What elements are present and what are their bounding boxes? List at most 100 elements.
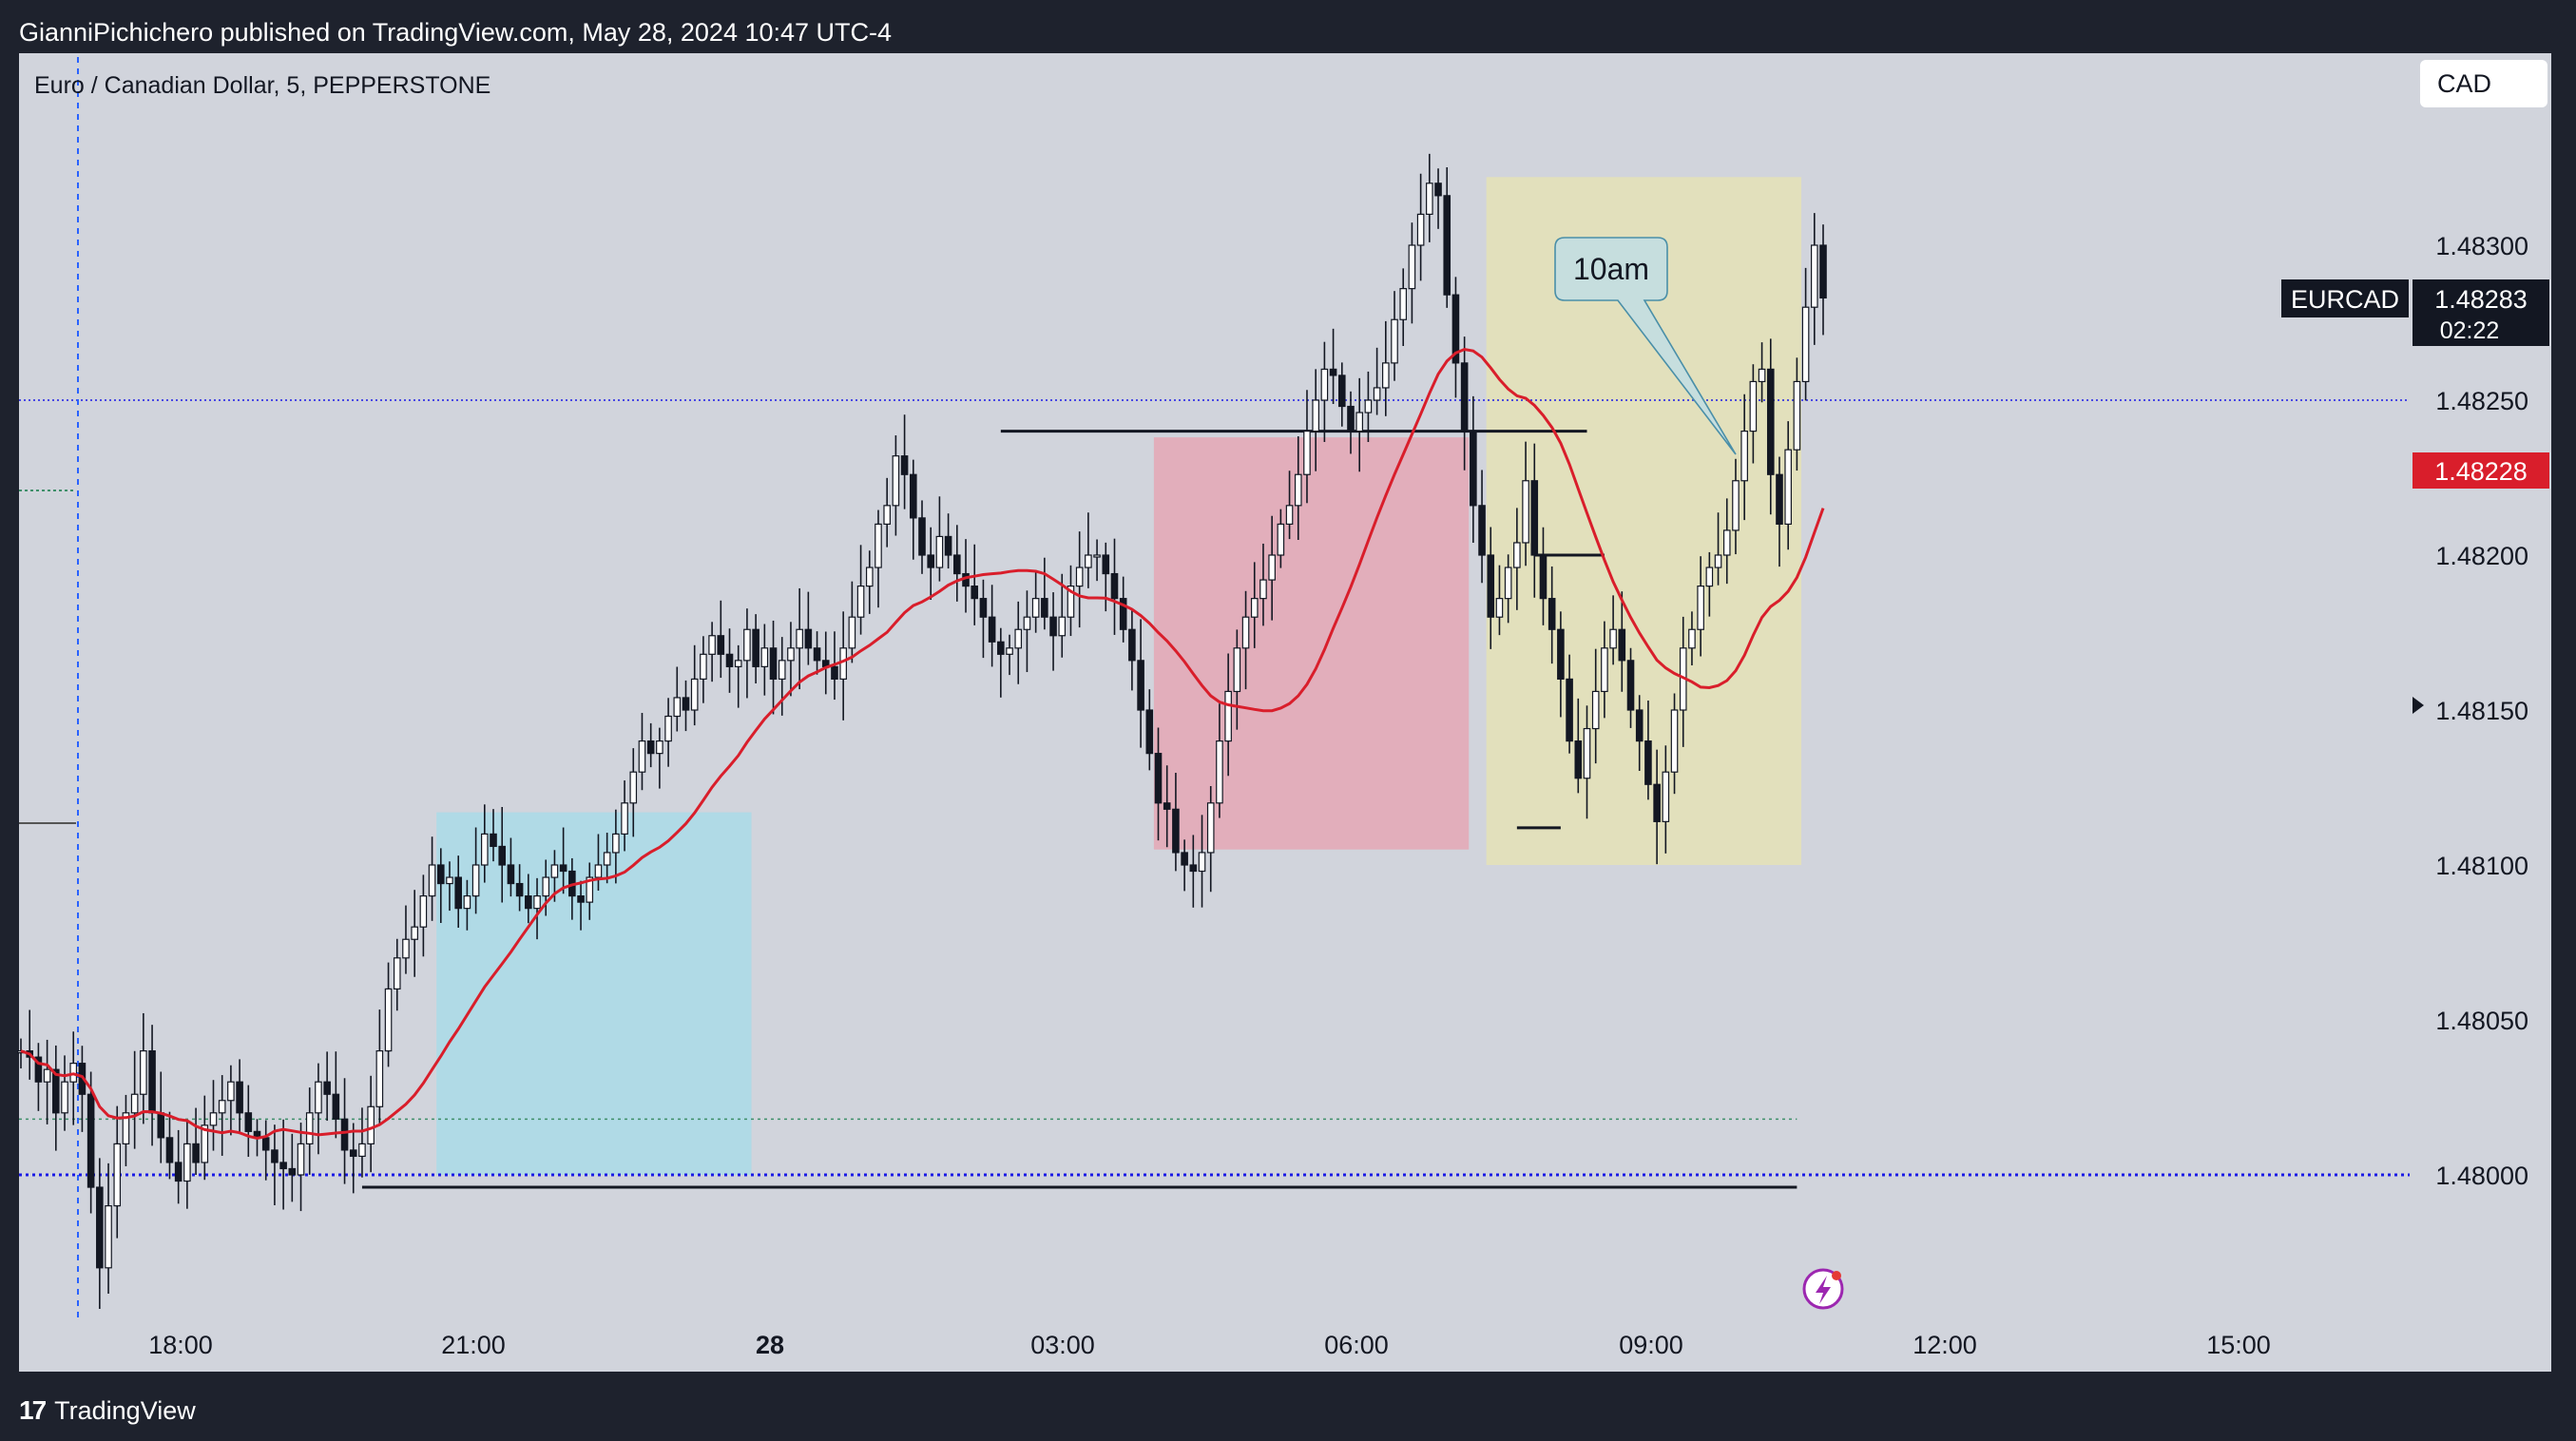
candle-body: [1006, 647, 1013, 655]
y-tick-label: 1.48050: [2435, 1007, 2528, 1035]
candle-body: [1198, 852, 1206, 873]
candle-body: [148, 1049, 156, 1114]
candle-body: [804, 628, 813, 649]
candle-body: [848, 616, 856, 649]
candle-body: [1049, 616, 1057, 637]
candle-body: [839, 647, 847, 680]
notification-dot-icon: [1832, 1271, 1841, 1280]
y-tick-label: 1.48300: [2435, 232, 2528, 260]
candle-body: [96, 1186, 104, 1269]
axis-marker-icon: [2413, 697, 2424, 714]
candle-body: [411, 926, 418, 940]
x-tick-label: 28: [756, 1331, 784, 1359]
candle-body: [1031, 598, 1040, 618]
candle-body: [1355, 412, 1363, 432]
candle-body: [586, 876, 594, 903]
candle-body: [1163, 802, 1171, 810]
candle-body: [865, 567, 874, 587]
candle-body: [1784, 449, 1792, 526]
candle-body: [1478, 505, 1486, 556]
candle-body: [1337, 375, 1346, 408]
candle-body: [1285, 505, 1294, 526]
currency-button[interactable]: CAD: [2420, 60, 2547, 107]
candle-body: [1058, 616, 1067, 637]
candle-body: [34, 1056, 43, 1083]
candle-body: [673, 697, 682, 718]
candle-body: [428, 864, 436, 897]
candle-body: [1635, 709, 1644, 742]
candle-body: [349, 1149, 357, 1158]
lightning-bolt-icon: [1816, 1276, 1831, 1304]
candle-body: [875, 523, 882, 568]
candle-body: [1688, 628, 1696, 649]
candle-body: [988, 616, 996, 643]
candle-body: [1075, 567, 1084, 587]
candle-body: [157, 1112, 165, 1139]
candle-body: [1653, 783, 1661, 822]
candle-body: [769, 647, 778, 680]
x-tick-label: 18:00: [148, 1331, 213, 1359]
candle-body: [1224, 690, 1232, 742]
callout-text: 10am: [1573, 252, 1649, 286]
candle-body: [708, 635, 716, 655]
candle-body: [375, 1049, 384, 1107]
tradingview-brand: TradingView: [54, 1396, 196, 1425]
candle-body: [1382, 362, 1390, 389]
candle-body: [831, 665, 838, 680]
candle-body: [61, 1081, 68, 1114]
candle-body: [1347, 405, 1355, 432]
candle-body: [1644, 740, 1652, 785]
candle-body: [490, 833, 497, 848]
candle-body: [1416, 213, 1425, 246]
candle-body: [1259, 579, 1267, 600]
candle-body: [1181, 852, 1188, 866]
candle-body: [1391, 318, 1398, 364]
y-tick-label: 1.48200: [2435, 542, 2528, 570]
candle-body: [393, 957, 401, 989]
candle-body: [201, 1124, 209, 1163]
candle-body: [743, 628, 751, 662]
candle-body: [436, 864, 445, 885]
x-tick-label: 03:00: [1030, 1331, 1095, 1359]
candle-body: [725, 653, 734, 667]
candle-body: [638, 740, 646, 773]
x-tick-label: 15:00: [2206, 1331, 2271, 1359]
candle-body: [261, 1137, 270, 1151]
candle-body: [498, 845, 507, 866]
candle-body: [594, 864, 603, 878]
candle-body: [621, 802, 628, 835]
red-zone: [1153, 437, 1470, 850]
candle-body: [1206, 802, 1215, 854]
candle-body: [1566, 678, 1573, 742]
tradingview-footer[interactable]: 17 TradingView: [19, 1392, 196, 1430]
candle-body: [542, 876, 550, 897]
candle-body: [1697, 585, 1704, 630]
candle-body: [664, 715, 672, 742]
candle-body: [1601, 647, 1608, 693]
candle-body: [760, 647, 769, 667]
candle-body: [883, 505, 891, 526]
candle-body: [43, 1068, 51, 1083]
candle-body: [1548, 598, 1556, 630]
candle-body: [1714, 554, 1722, 568]
candle-body: [1399, 288, 1408, 320]
candle-body: [1268, 554, 1276, 581]
candle-body: [1776, 473, 1783, 525]
candle-body: [629, 771, 638, 804]
symbol-tag-bg: [2281, 279, 2409, 317]
candle-body: [603, 852, 611, 866]
moving-average-line: [20, 347, 1825, 1141]
y-tick-label: 1.48100: [2435, 852, 2528, 880]
candle-body: [1626, 660, 1635, 711]
candle-body: [1312, 399, 1319, 432]
candle-body: [1250, 598, 1259, 618]
candle-body: [787, 647, 795, 662]
candle-body: [1451, 294, 1460, 364]
candle-body: [1172, 808, 1180, 854]
candle-body: [1110, 572, 1119, 600]
candle-body: [305, 1112, 314, 1145]
candle-body: [1329, 368, 1337, 376]
candle-body: [1722, 529, 1731, 556]
candle-body: [1766, 368, 1775, 475]
